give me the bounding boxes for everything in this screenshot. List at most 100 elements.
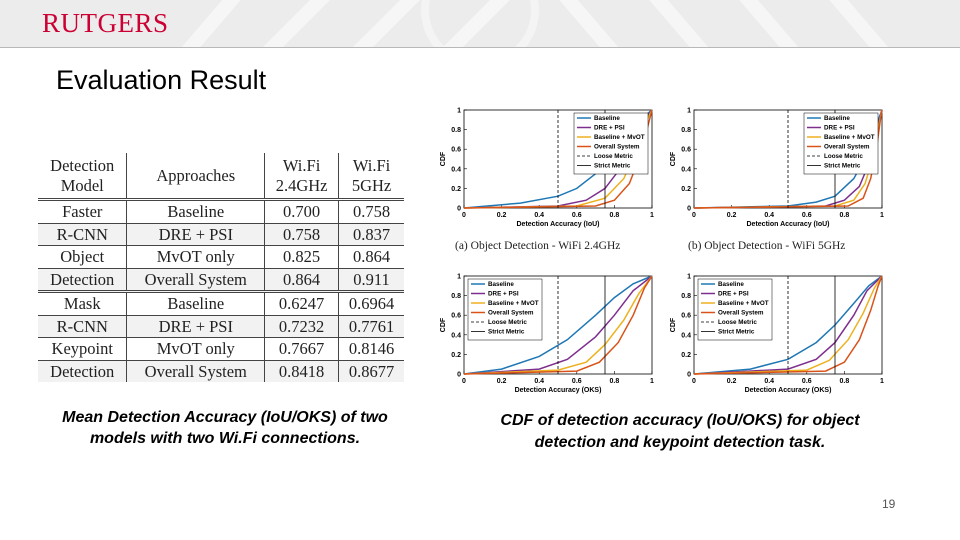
x-tick-label: 0.4 (534, 378, 544, 385)
legend-entry: Loose Metric (824, 153, 863, 160)
x-tick-label: 0.8 (840, 378, 850, 385)
cell-approach: Baseline (126, 290, 266, 315)
y-tick-label: 0.6 (681, 313, 691, 320)
x-tick-label: 0.4 (764, 378, 774, 385)
y-axis-label: CDF (440, 317, 447, 332)
y-axis-label: CDF (440, 151, 447, 166)
legend-entry: Baseline (594, 115, 620, 122)
x-tick-label: 0.6 (802, 378, 812, 385)
x-tick-label: 0 (462, 212, 466, 219)
x-tick-label: 1 (650, 212, 654, 219)
x-axis-label: Detection Accuracy (OKS) (515, 387, 602, 394)
header-pattern (181, 0, 889, 48)
table-row: Detection Overall System 0.864 0.911 (38, 267, 404, 292)
figure-caption: CDF of detection accuracy (IoU/OKS) for … (500, 412, 860, 451)
cell-wifi24: 0.7232 (264, 314, 340, 338)
legend-entry: Loose Metric (718, 319, 757, 326)
y-tick-label: 0 (687, 372, 691, 379)
y-tick-label: 0.4 (681, 332, 691, 339)
x-tick-label: 1 (880, 212, 884, 219)
cell-approach: Baseline (126, 198, 266, 223)
cell-model: R-CNN (38, 222, 128, 246)
legend-entry: DRE + PSI (594, 125, 625, 132)
cell-approach: DRE + PSI (126, 222, 266, 246)
cell-wifi24: 0.864 (264, 267, 340, 292)
legend-entry: Baseline (488, 281, 514, 288)
results-table-container: Detection Model Approaches Wi.Fi 2.4GHz Wi… (38, 153, 404, 382)
x-tick-label: 0.8 (840, 212, 850, 219)
cdf-plot-c: 0 0.2 0.4 0.6 0.8 1 0 0.2 0.4 0.6 0.8 1 Detection Ac… (440, 274, 654, 395)
results-table: Detection Model Approaches Wi.Fi 2.4GHz Wi… (38, 153, 404, 382)
cell-approach: DRE + PSI (126, 314, 266, 338)
y-tick-label: 0.4 (681, 166, 691, 173)
cdf-plot-a: 0 0.2 0.4 0.6 0.8 1 0 0.2 0.4 0.6 0.8 1 Detection Ac… (440, 108, 654, 229)
legend-entry: Loose Metric (488, 319, 527, 326)
legend-entry: Baseline (824, 115, 850, 122)
x-tick-label: 0.8 (610, 378, 620, 385)
legend-entry: Strict Metric (594, 163, 631, 170)
series-line-overall-system (693, 275, 883, 375)
series-line-baseline (463, 275, 653, 375)
y-tick-label: 0.6 (451, 313, 461, 320)
x-axis-label: Detection Accuracy (OKS) (745, 387, 832, 394)
cell-wifi5: 0.864 (338, 245, 404, 268)
y-tick-label: 0.2 (451, 352, 461, 359)
table-row: R-CNN DRE + PSI 0.758 0.837 (38, 222, 404, 246)
y-tick-label: 0.8 (681, 127, 691, 134)
y-tick-label: 0 (687, 206, 691, 213)
x-tick-label: 0.8 (610, 212, 620, 219)
cell-wifi5: 0.911 (338, 267, 404, 292)
legend-box (697, 278, 773, 341)
table-header-row: Detection Model Approaches Wi.Fi 2.4GHz Wi… (38, 153, 404, 200)
legend-entry: Baseline + MvOT (594, 134, 645, 141)
series-line-overall-system (463, 275, 653, 375)
table-row: Faster Baseline 0.700 0.758 (38, 198, 404, 223)
header-wifi-5: Wi.Fi 5GHz (351, 156, 392, 195)
x-axis-label: Detection Accuracy (IoU) (517, 221, 600, 228)
cell-wifi5: 0.8677 (338, 359, 404, 382)
legend-entry: DRE + PSI (718, 291, 749, 298)
legend-entry: Baseline + MvOT (718, 300, 769, 307)
y-tick-label: 0.4 (451, 166, 461, 173)
x-tick-label: 0.2 (727, 212, 737, 219)
subplot-label-a: (a) Object Detection - WiFi 2.4GHz (455, 240, 621, 252)
legend-entry: DRE + PSI (824, 125, 855, 132)
cdf-plot-d: 0 0.2 0.4 0.6 0.8 1 0 0.2 0.4 0.6 0.8 1 Detection Ac… (670, 274, 884, 395)
x-tick-label: 0 (692, 212, 696, 219)
x-tick-label: 0.4 (534, 212, 544, 219)
series-line-overall-system (693, 109, 883, 209)
x-tick-label: 0.6 (572, 378, 582, 385)
cell-wifi24: 0.6247 (264, 290, 340, 315)
x-tick-label: 1 (650, 378, 654, 385)
cell-wifi24: 0.700 (264, 198, 340, 223)
x-tick-label: 0.4 (764, 212, 774, 219)
legend-entry: Baseline + MvOT (488, 300, 539, 307)
cell-model: Keypoint (38, 337, 128, 360)
legend-entry: Strict Metric (718, 329, 755, 336)
cell-wifi24: 0.7667 (264, 337, 340, 360)
legend-entry: Overall System (824, 144, 870, 151)
rutgers-logo: RUTGERS (42, 8, 169, 38)
table-caption: Mean Detection Accuracy (IoU/OKS) of two… (62, 409, 388, 447)
y-tick-label: 1 (687, 274, 691, 281)
cell-approach: MvOT only (126, 337, 266, 360)
cell-approach: Overall System (126, 359, 266, 382)
x-tick-label: 0 (462, 378, 466, 385)
y-tick-label: 0.4 (451, 332, 461, 339)
y-axis-label: CDF (670, 151, 677, 166)
legend-entry: Strict Metric (488, 329, 525, 336)
legend-entry: Overall System (594, 144, 640, 151)
table-row: Object MvOT only 0.825 0.864 (38, 245, 404, 268)
cell-model: Object (38, 245, 128, 268)
x-tick-label: 1 (880, 378, 884, 385)
y-tick-label: 0.8 (451, 127, 461, 134)
y-tick-label: 0 (457, 372, 461, 379)
table-row: Mask Baseline 0.6247 0.6964 (38, 290, 404, 315)
series-line-baseline (693, 275, 883, 375)
cell-wifi24: 0.758 (264, 222, 340, 246)
y-tick-label: 0.2 (451, 186, 461, 193)
header-divider (0, 47, 960, 48)
y-axis-label: CDF (670, 317, 677, 332)
legend-box (803, 112, 879, 175)
legend-box (573, 112, 649, 175)
